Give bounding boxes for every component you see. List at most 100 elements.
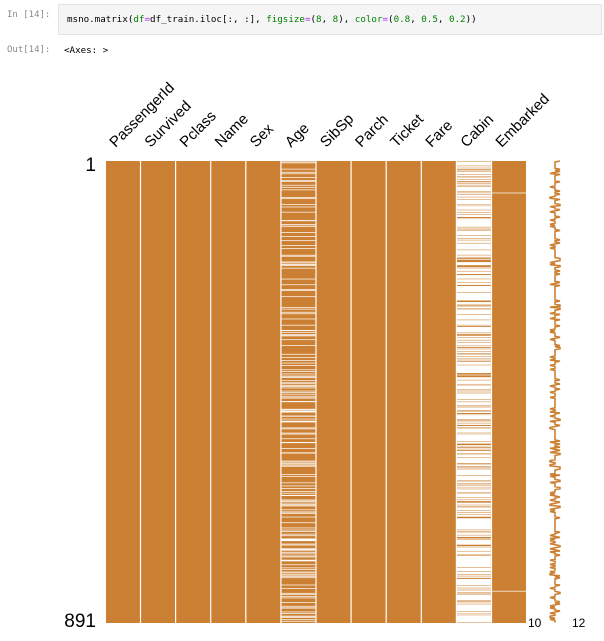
missing-band xyxy=(281,168,316,170)
missing-band xyxy=(457,531,491,533)
matrix-column-survived xyxy=(141,161,175,623)
missing-band xyxy=(281,448,316,449)
missing-band xyxy=(281,313,316,315)
missing-band xyxy=(281,485,316,487)
missing-band xyxy=(457,475,491,481)
missing-band xyxy=(281,332,316,333)
missing-band xyxy=(457,309,491,315)
missing-band xyxy=(281,569,316,570)
missing-band xyxy=(457,308,491,310)
missing-band xyxy=(281,531,316,532)
column-label-sibsp: SibSp xyxy=(317,111,357,151)
missing-band xyxy=(457,492,491,494)
missing-band xyxy=(281,499,316,501)
column-label-cabin: Cabin xyxy=(457,111,497,151)
code-paren: ( xyxy=(388,14,394,25)
missing-band xyxy=(281,393,316,395)
missing-band xyxy=(457,374,491,376)
missing-band xyxy=(281,236,316,237)
missing-band xyxy=(281,567,316,569)
code-line[interactable]: msno.matrix(df=df_train.iloc[:, :], figs… xyxy=(67,14,477,25)
missing-band xyxy=(457,384,491,386)
missing-band xyxy=(281,255,316,257)
missing-band xyxy=(281,264,316,266)
missing-band xyxy=(457,405,491,407)
missing-band xyxy=(457,592,491,594)
missing-band xyxy=(457,391,491,392)
missing-band xyxy=(281,548,316,550)
missing-band xyxy=(281,533,316,535)
missing-band xyxy=(281,284,316,286)
missing-band xyxy=(281,433,316,435)
missing-band xyxy=(457,166,491,168)
input-cell[interactable]: In [14]: msno.matrix(df=df_train.iloc[:,… xyxy=(0,0,604,40)
missing-band xyxy=(457,175,491,177)
column-label-ticket: Ticket xyxy=(387,110,428,151)
code-number: 8 xyxy=(332,14,339,25)
missing-band xyxy=(281,385,316,386)
code-paren: )) xyxy=(465,14,477,25)
missing-band xyxy=(457,210,491,213)
missing-band xyxy=(281,198,316,200)
missing-band xyxy=(457,510,491,513)
output-text: <Axes: > xyxy=(64,45,109,56)
missing-band xyxy=(457,257,491,259)
missing-band xyxy=(281,588,316,589)
missing-band xyxy=(457,488,491,489)
missing-band xyxy=(457,600,491,602)
missing-band xyxy=(281,428,316,430)
missing-band xyxy=(457,402,491,406)
missing-band xyxy=(457,292,491,301)
missing-band xyxy=(457,197,491,200)
missing-band xyxy=(457,483,491,485)
missing-band xyxy=(457,484,491,486)
missing-band xyxy=(457,282,491,285)
missing-band xyxy=(457,574,491,576)
sparkline-max-label: 12 xyxy=(572,616,586,630)
missing-band xyxy=(281,206,316,208)
missing-band xyxy=(457,262,491,266)
missing-band xyxy=(457,214,491,217)
matrix-column-sex xyxy=(246,161,281,623)
missing-band xyxy=(281,597,316,599)
missing-band xyxy=(281,335,316,337)
missing-band xyxy=(281,556,316,558)
missing-band xyxy=(457,540,491,545)
missing-band xyxy=(281,360,316,361)
missing-band xyxy=(457,340,491,342)
missing-band xyxy=(457,532,491,535)
code-paren: ), xyxy=(338,14,355,25)
missing-band xyxy=(281,593,316,595)
missing-band xyxy=(281,535,316,537)
missing-band xyxy=(457,602,491,604)
missing-band xyxy=(281,180,316,181)
missing-band xyxy=(457,380,491,384)
missing-band xyxy=(457,530,491,532)
missing-band xyxy=(457,218,491,219)
missing-band xyxy=(281,204,316,205)
code-operator: = xyxy=(304,14,311,25)
missing-band xyxy=(457,594,491,601)
code-editor[interactable]: msno.matrix(df=df_train.iloc[:, :], figs… xyxy=(58,4,602,35)
missing-band xyxy=(281,607,316,609)
missing-band xyxy=(457,415,491,420)
missing-band xyxy=(457,326,491,333)
missing-band xyxy=(457,411,491,413)
missing-band xyxy=(281,318,316,320)
missing-band xyxy=(281,502,316,504)
code-separator: , xyxy=(321,14,333,25)
missing-band xyxy=(457,333,491,335)
missing-band xyxy=(457,219,491,227)
matrix-column-fare xyxy=(421,161,456,623)
missing-band xyxy=(281,369,316,371)
missing-band xyxy=(281,501,316,502)
missing-band xyxy=(281,461,316,463)
code-keyword: figsize xyxy=(266,14,305,25)
missing-band xyxy=(457,259,491,260)
missing-band xyxy=(457,546,491,547)
missing-band xyxy=(457,535,491,537)
missing-band xyxy=(281,254,316,256)
missing-band xyxy=(457,453,491,455)
missing-band xyxy=(457,393,491,399)
missing-band xyxy=(457,567,491,572)
